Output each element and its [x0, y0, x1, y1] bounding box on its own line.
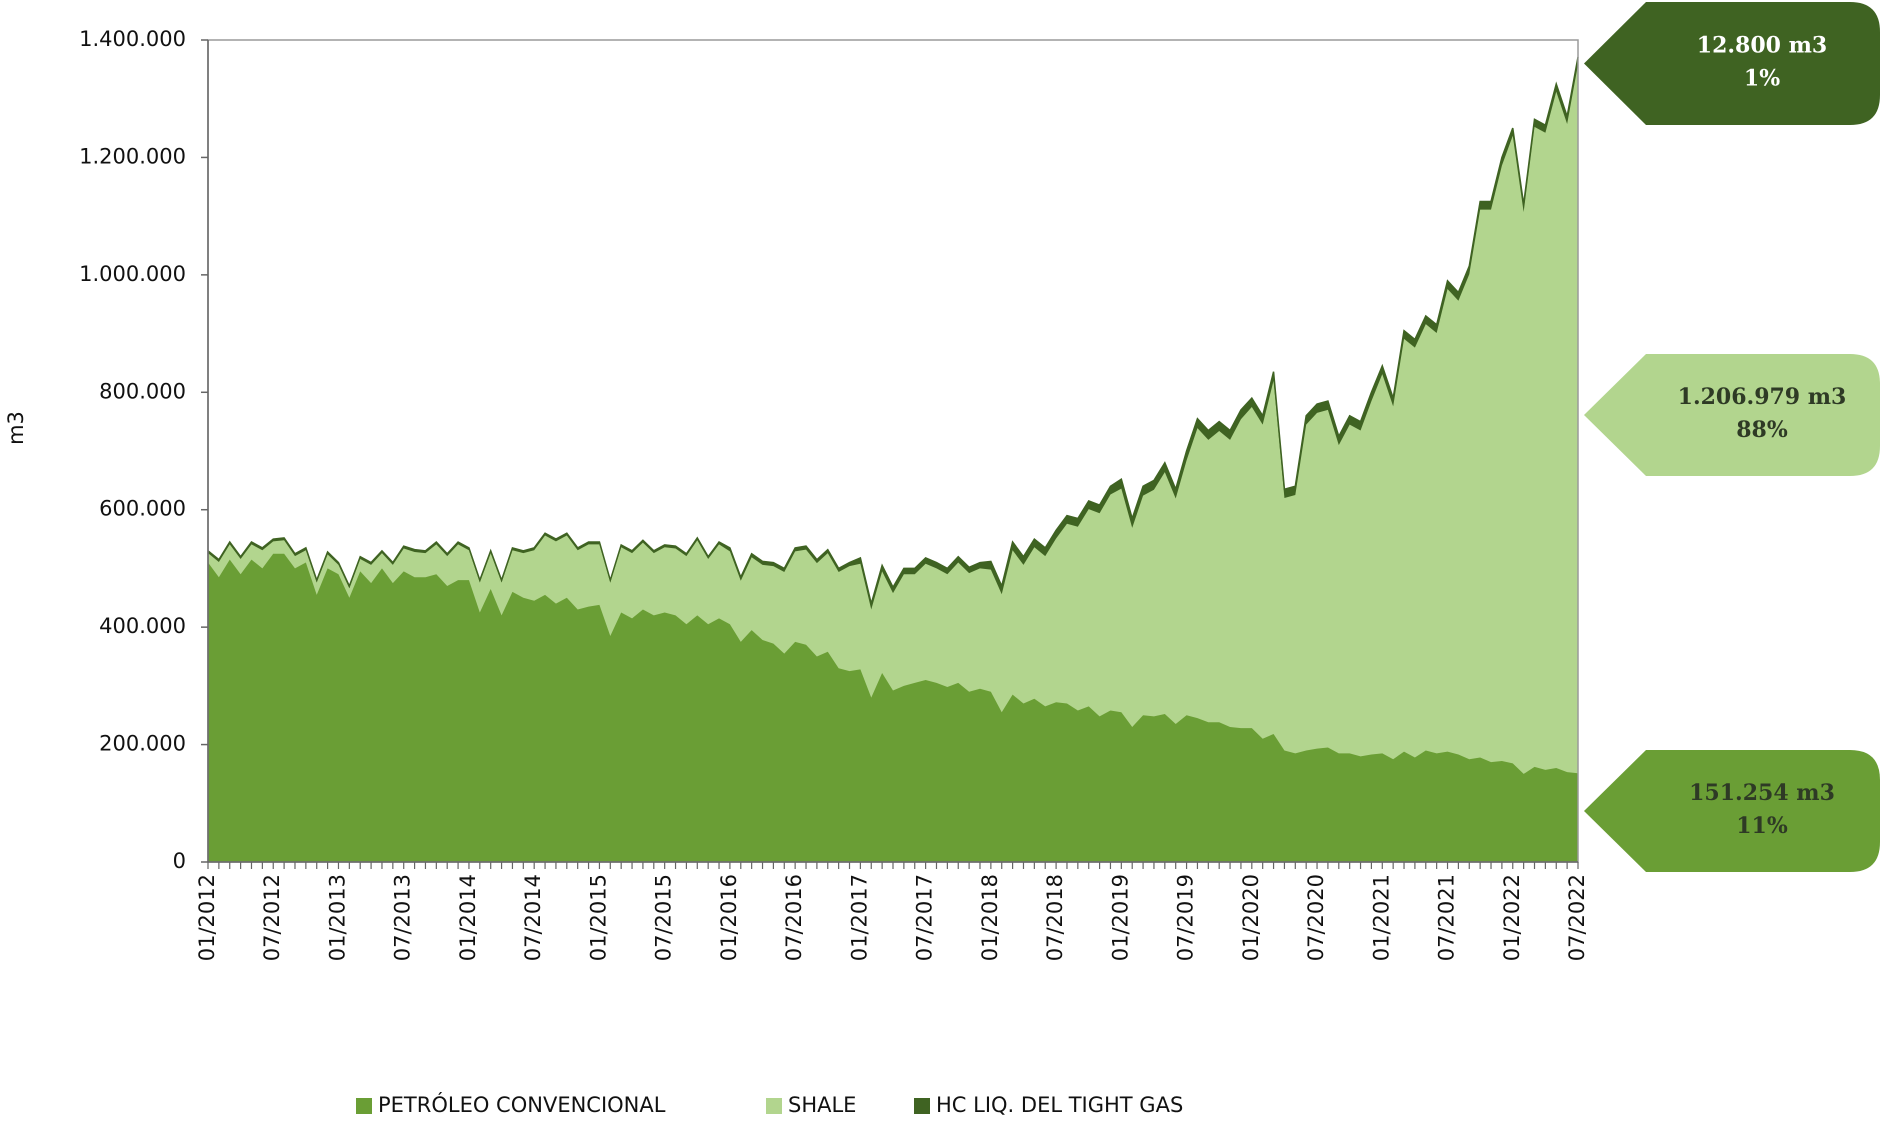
x-tick-label: 01/2018 [978, 874, 1002, 961]
x-tick-label: 01/2013 [325, 874, 349, 961]
x-tick-label: 07/2014 [521, 874, 545, 961]
y-tick-label: 600.000 [99, 497, 186, 521]
callout-text: 12.800 m3 [1697, 33, 1827, 59]
legend-swatch [914, 1098, 930, 1114]
area-fill [208, 553, 1578, 862]
x-tick-label: 01/2020 [1239, 874, 1263, 961]
y-axis-label: m3 [4, 411, 28, 445]
x-tick-label: 01/2012 [195, 874, 219, 961]
x-tick-label: 07/2013 [391, 874, 415, 961]
legend-label: PETRÓLEO CONVENCIONAL [378, 1092, 666, 1117]
x-tick-label: 07/2019 [1174, 874, 1198, 961]
x-tick-label: 01/2022 [1500, 874, 1524, 961]
callout-text: 1% [1744, 66, 1780, 92]
callout [1584, 354, 1880, 476]
callout-text: 11% [1736, 813, 1788, 839]
y-tick-label: 1.200.000 [79, 144, 186, 168]
area-fill [208, 64, 1578, 774]
legend-swatch [356, 1098, 372, 1114]
y-tick-label: 400.000 [99, 614, 186, 638]
y-tick-label: 800.000 [99, 379, 186, 403]
legend-label: HC LIQ. DEL TIGHT GAS [936, 1093, 1183, 1117]
callout [1584, 750, 1880, 872]
x-tick-label: 07/2020 [1304, 874, 1328, 961]
callout-text: 88% [1736, 417, 1788, 443]
x-tick-label: 01/2017 [847, 874, 871, 961]
y-tick-label: 200.000 [99, 732, 186, 756]
x-tick-label: 07/2015 [652, 874, 676, 961]
x-tick-label: 07/2017 [913, 874, 937, 961]
x-tick-label: 01/2021 [1369, 874, 1393, 961]
y-tick-label: 1.400.000 [79, 27, 186, 51]
y-tick-label: 0 [173, 849, 186, 873]
x-tick-label: 07/2012 [260, 874, 284, 961]
callout-text: 151.254 m3 [1689, 780, 1835, 806]
x-tick-label: 07/2018 [1043, 874, 1067, 961]
x-tick-label: 01/2019 [1108, 874, 1132, 961]
legend-label: SHALE [788, 1093, 856, 1117]
area-edge [207, 56, 1579, 607]
x-tick-label: 07/2021 [1435, 874, 1459, 961]
legend-swatch [766, 1098, 782, 1114]
callout [1584, 2, 1880, 125]
x-tick-label: 01/2014 [456, 874, 480, 961]
x-tick-label: 07/2016 [782, 874, 806, 961]
callout-text: 1.206.979 m3 [1678, 384, 1847, 410]
y-tick-label: 1.000.000 [79, 262, 186, 286]
x-tick-label: 07/2022 [1565, 874, 1589, 961]
x-tick-label: 01/2015 [586, 874, 610, 961]
x-tick-label: 01/2016 [717, 874, 741, 961]
